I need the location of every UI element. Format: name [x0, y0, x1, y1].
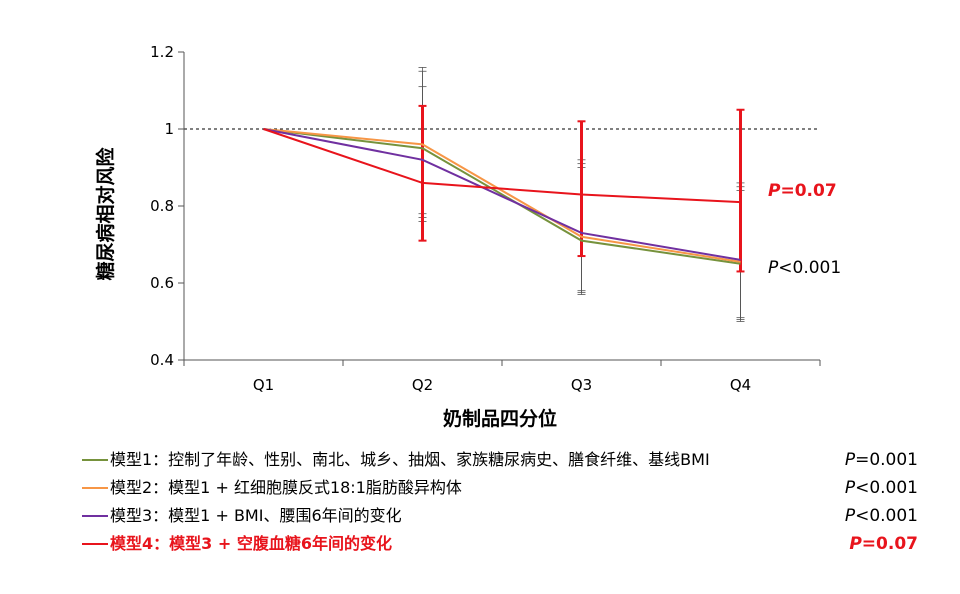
- series-line-model2: [263, 128, 741, 263]
- legend-label-model1: 模型1：控制了年龄、性别、南北、城乡、抽烟、家族糖尿病史、膳食纤维、基线BMI: [110, 450, 710, 469]
- legend-p-model3: P<0.001: [845, 502, 918, 530]
- series-line-model1: [263, 128, 741, 265]
- series-line-model3: [263, 128, 741, 261]
- legend-p-model1: P=0.001: [845, 446, 918, 474]
- error-bar-layer: [418, 67, 745, 322]
- y-tick-label: 0.6: [150, 274, 174, 292]
- annotation-model4-p-letter: P: [768, 181, 781, 201]
- legend: 模型1：控制了年龄、性别、南北、城乡、抽烟、家族糖尿病史、膳食纤维、基线BMI …: [78, 446, 938, 558]
- x-axis-title: 奶制品四分位: [443, 407, 557, 430]
- series-line-layer: [263, 128, 741, 265]
- x-tick-label: Q1: [253, 376, 274, 394]
- legend-swatch-model2: [82, 487, 108, 489]
- legend-label-model3: 模型3：模型1 + BMI、腰围6年间的变化: [110, 506, 402, 525]
- legend-p-letter-model1: P: [844, 450, 856, 470]
- legend-p-value-model2: <0.001: [855, 478, 918, 498]
- legend-p-model4: P=0.07: [849, 530, 918, 558]
- annotation-model4-p: P=0.07: [768, 181, 837, 201]
- y-tick-label: 1: [164, 120, 174, 138]
- legend-item-model2: 模型2：模型1 + 红细胞膜反式18:1脂肪酸异构体 P<0.001: [78, 474, 938, 502]
- y-tick-label: 0.8: [150, 197, 174, 215]
- legend-p-letter-model3: P: [844, 506, 856, 526]
- legend-p-value-model4: =0.07: [861, 534, 918, 554]
- legend-p-letter-model2: P: [844, 478, 856, 498]
- y-axis-title: 糖尿病相对风险: [94, 147, 117, 281]
- series-line-model4: [263, 128, 741, 204]
- legend-label-model4: 模型4：模型3 + 空腹血糖6年间的变化: [110, 534, 392, 553]
- annotation-model3-p-letter: P: [768, 258, 779, 278]
- annotation-model4-p-value: =0.07: [780, 181, 836, 201]
- legend-label-model2: 模型2：模型1 + 红细胞膜反式18:1脂肪酸异构体: [110, 478, 462, 497]
- x-tick-label: Q3: [571, 376, 592, 394]
- legend-item-model1: 模型1：控制了年龄、性别、南北、城乡、抽烟、家族糖尿病史、膳食纤维、基线BMI …: [78, 446, 938, 474]
- legend-p-value-model3: <0.001: [855, 506, 918, 526]
- axis-layer: 0.4 0.6 0.8 1 1.2 Q1 Q2 Q3 Q4: [150, 43, 821, 394]
- legend-item-model4: 模型4：模型3 + 空腹血糖6年间的变化 P=0.07: [78, 530, 938, 558]
- legend-item-model3: 模型3：模型1 + BMI、腰围6年间的变化 P<0.001: [78, 502, 938, 530]
- y-tick-label: 1.2: [150, 43, 174, 61]
- annotation-model3-p: P<0.001: [768, 258, 841, 278]
- x-tick-label: Q4: [730, 376, 751, 394]
- legend-p-model2: P<0.001: [845, 474, 918, 502]
- legend-swatch-model4: [82, 543, 108, 545]
- y-tick-label: 0.4: [150, 351, 174, 369]
- legend-swatch-model3: [82, 515, 108, 517]
- x-tick-label: Q2: [412, 376, 433, 394]
- legend-swatch-model1: [82, 459, 108, 461]
- legend-p-value-model1: =0.001: [855, 450, 918, 470]
- legend-p-letter-model4: P: [849, 534, 862, 554]
- annotation-model3-p-value: <0.001: [778, 258, 841, 278]
